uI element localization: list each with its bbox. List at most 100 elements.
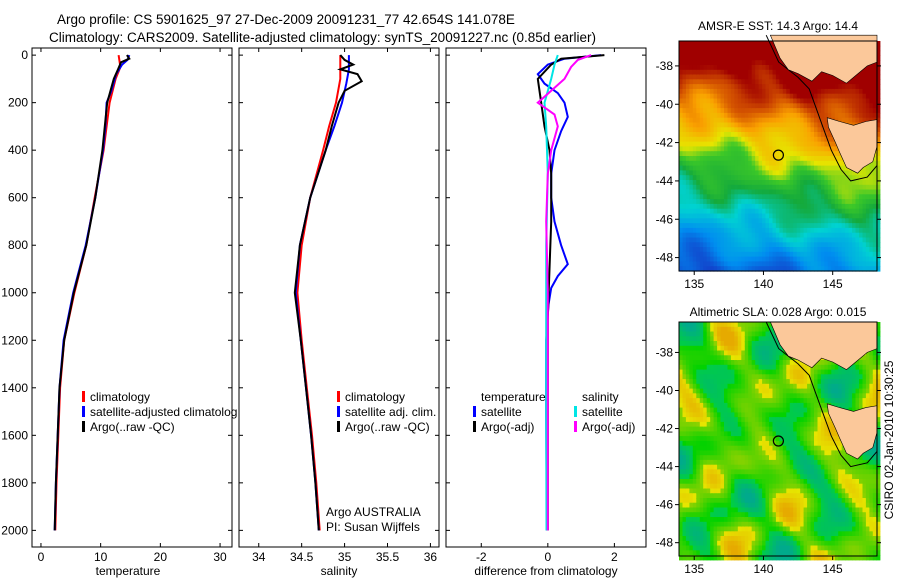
map-cell bbox=[744, 247, 749, 253]
map-cell bbox=[762, 136, 767, 143]
map-cell bbox=[692, 531, 697, 537]
map-cell bbox=[692, 355, 697, 361]
map-cell bbox=[717, 517, 722, 523]
map-cell bbox=[782, 488, 787, 494]
map-cell bbox=[814, 455, 819, 461]
map-cell bbox=[865, 232, 870, 239]
map-cell bbox=[737, 521, 742, 528]
map-cell bbox=[872, 93, 877, 100]
map-cell bbox=[744, 455, 749, 461]
map-cell bbox=[748, 74, 753, 80]
map-cell bbox=[769, 151, 774, 157]
map-cell bbox=[793, 232, 798, 239]
map-cell bbox=[869, 266, 874, 272]
map-cell bbox=[814, 184, 819, 191]
map-cell bbox=[807, 464, 812, 471]
map-cell bbox=[710, 117, 715, 124]
map-cell bbox=[838, 108, 843, 114]
map-cell bbox=[775, 88, 780, 95]
map-cell bbox=[817, 455, 822, 461]
map-cell bbox=[769, 326, 774, 333]
map-cell bbox=[679, 502, 684, 509]
map-cell bbox=[755, 488, 760, 494]
map-cell bbox=[720, 93, 725, 100]
map-cell bbox=[682, 132, 687, 138]
map-cell bbox=[803, 479, 808, 485]
map-cell bbox=[706, 60, 711, 66]
map-cell bbox=[685, 398, 690, 404]
map-cell bbox=[848, 108, 853, 114]
map-cell bbox=[737, 79, 742, 85]
map-cell bbox=[800, 445, 805, 452]
map-cell bbox=[803, 445, 808, 452]
map-cell bbox=[775, 445, 780, 452]
map-cell bbox=[730, 189, 735, 195]
map-cell bbox=[789, 232, 794, 239]
map-cell bbox=[741, 88, 746, 95]
map-cell bbox=[762, 402, 767, 409]
map-cell bbox=[859, 213, 864, 219]
map-cell bbox=[748, 203, 753, 210]
map-cell bbox=[679, 426, 684, 432]
map-cell bbox=[720, 232, 725, 239]
x-tick-label: 0 bbox=[544, 550, 551, 564]
map-cell bbox=[724, 247, 729, 253]
map-cell bbox=[710, 156, 715, 162]
map-cell bbox=[706, 364, 711, 371]
map-cell bbox=[696, 464, 701, 471]
map-cell bbox=[789, 426, 794, 432]
map-cell bbox=[876, 69, 881, 76]
map-cell bbox=[741, 189, 746, 195]
map-cell bbox=[831, 189, 836, 195]
x-tick-label: 34 bbox=[252, 550, 266, 564]
map-cell bbox=[685, 469, 690, 475]
map-cell bbox=[793, 398, 798, 404]
map-cell bbox=[765, 479, 770, 485]
map-cell bbox=[720, 203, 725, 210]
map-cell bbox=[724, 108, 729, 114]
map-cell bbox=[703, 74, 708, 80]
map-cell bbox=[772, 199, 777, 205]
map-cell bbox=[724, 203, 729, 210]
map-cell bbox=[724, 237, 729, 243]
map-cell bbox=[689, 232, 694, 239]
map-cell bbox=[772, 388, 777, 394]
map-cell bbox=[703, 512, 708, 518]
map-cell bbox=[710, 379, 715, 385]
map-cell bbox=[758, 203, 763, 210]
map-cell bbox=[703, 398, 708, 404]
map-cell bbox=[737, 531, 742, 537]
map-cell bbox=[765, 180, 770, 186]
map-cell bbox=[824, 189, 829, 195]
map-cell bbox=[696, 355, 701, 361]
map-cell bbox=[685, 251, 690, 258]
map-cell bbox=[831, 194, 836, 200]
map-cell bbox=[685, 331, 690, 337]
map-cell bbox=[796, 517, 801, 523]
map-cell bbox=[699, 355, 704, 361]
map-cell bbox=[765, 331, 770, 337]
map-cell bbox=[769, 431, 774, 437]
map-cell bbox=[869, 98, 874, 104]
map-cell bbox=[720, 266, 725, 272]
map-cell bbox=[779, 464, 784, 471]
map-cell bbox=[789, 379, 794, 385]
map-cell bbox=[782, 112, 787, 119]
map-cell bbox=[865, 242, 870, 248]
map-cell bbox=[717, 165, 722, 171]
map-cell bbox=[758, 55, 763, 61]
map-cell bbox=[852, 223, 857, 229]
map-cell bbox=[772, 232, 777, 239]
map-cell bbox=[685, 223, 690, 229]
map-cell bbox=[679, 237, 684, 243]
map-cell bbox=[758, 521, 763, 528]
map-cell bbox=[869, 256, 874, 262]
map-cell bbox=[845, 218, 850, 224]
map-cell bbox=[803, 88, 808, 95]
map-cell bbox=[817, 98, 822, 104]
map-cell bbox=[689, 223, 694, 229]
map-cell bbox=[703, 256, 708, 262]
map-cell bbox=[751, 184, 756, 191]
map-cell bbox=[748, 218, 753, 224]
map-cell bbox=[820, 108, 825, 114]
